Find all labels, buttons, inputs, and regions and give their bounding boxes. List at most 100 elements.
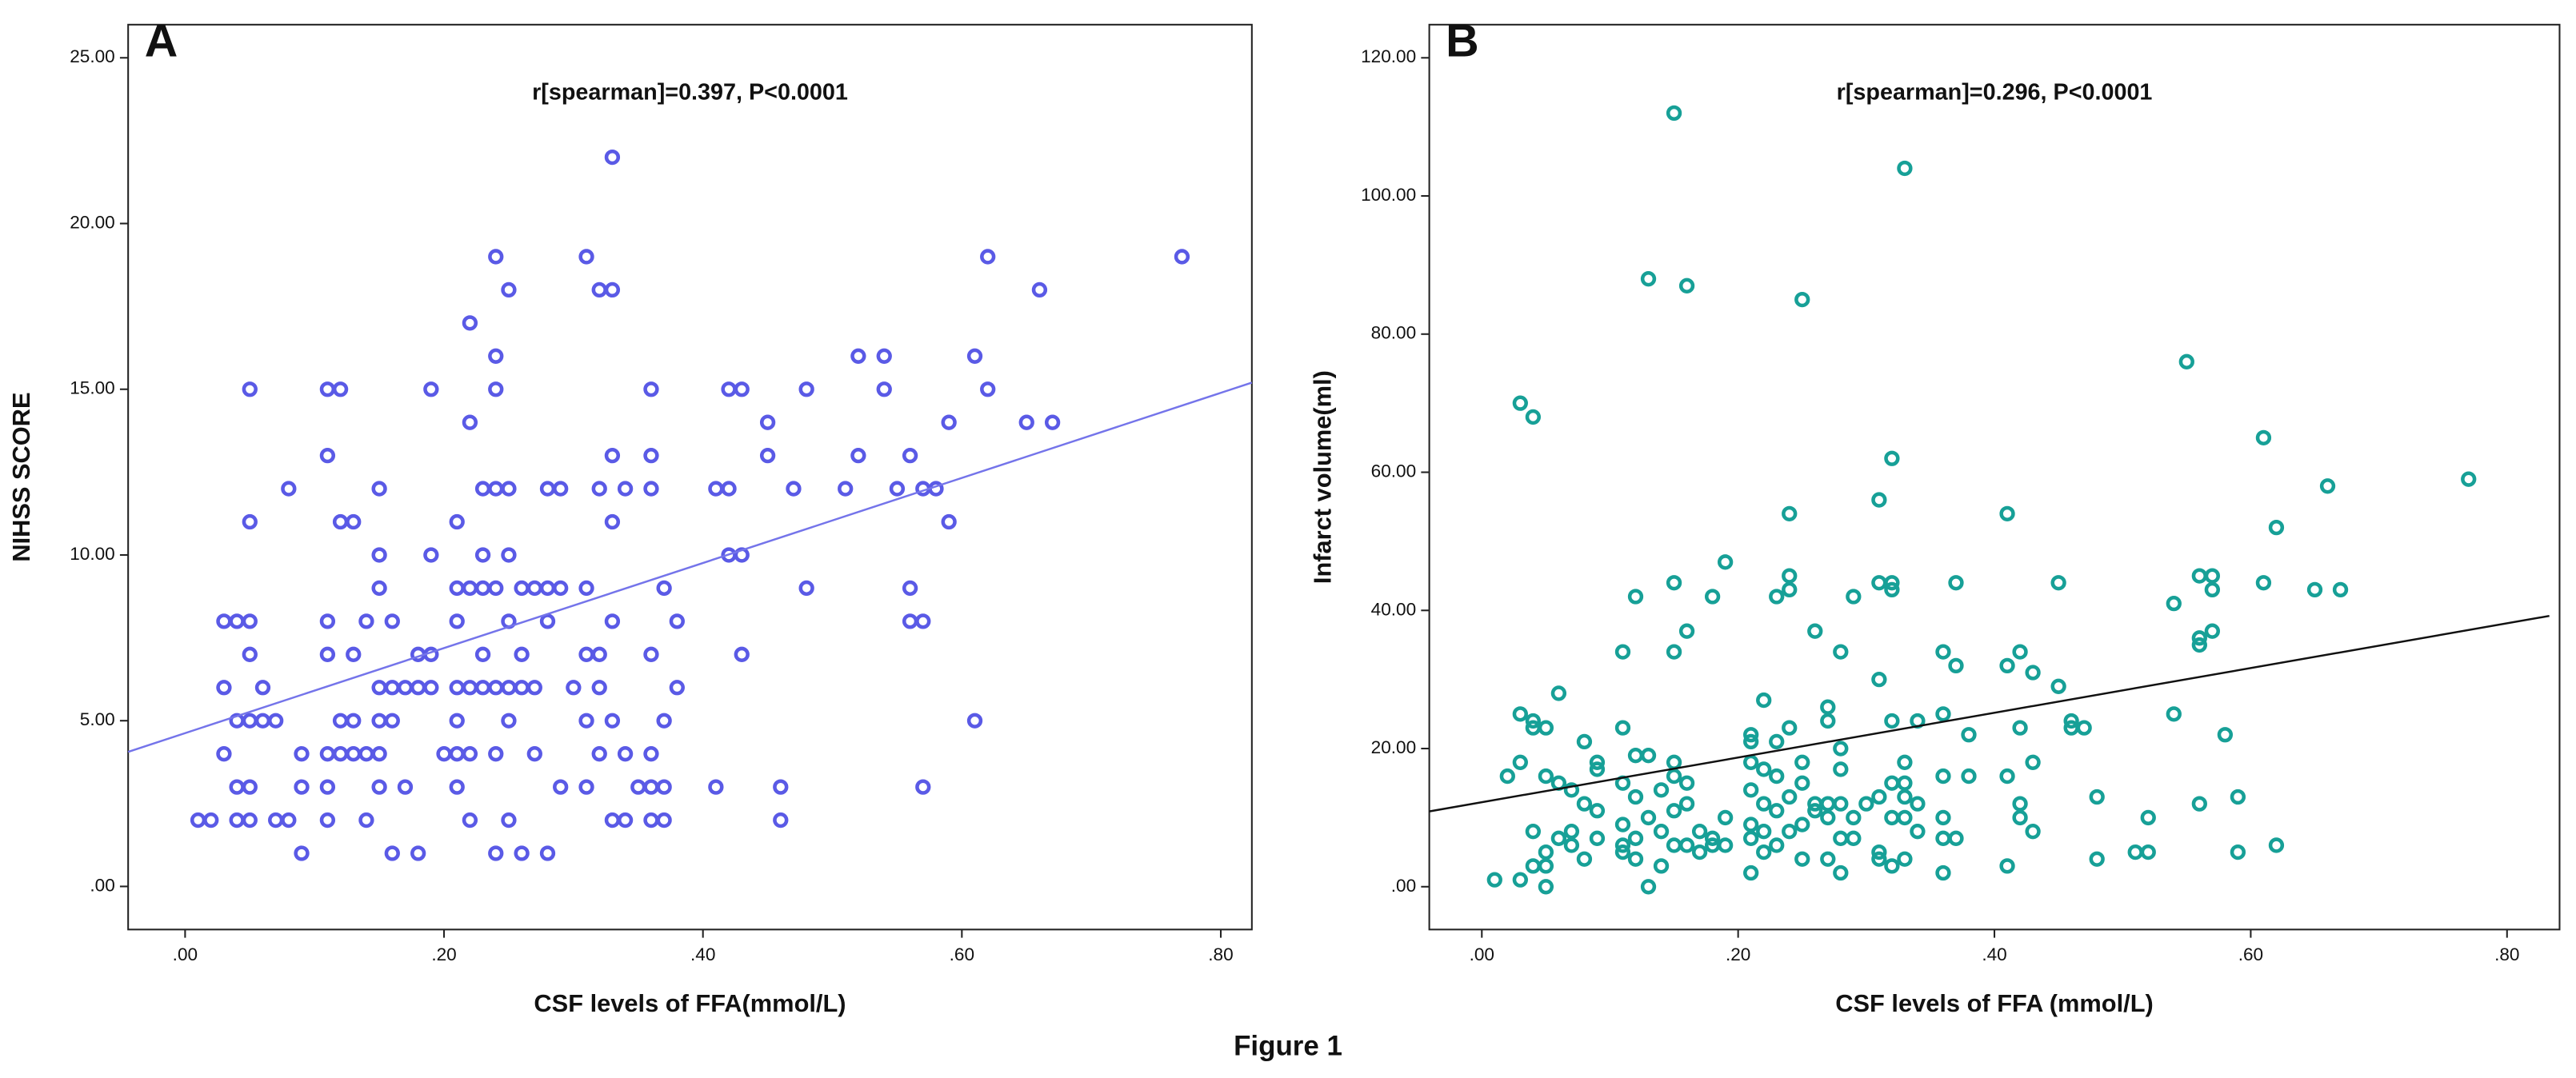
- point: [254, 713, 271, 729]
- point: [2025, 824, 2041, 840]
- point: [1538, 768, 1554, 785]
- point: [319, 613, 336, 629]
- point: [2025, 665, 2041, 681]
- point: [462, 746, 478, 762]
- y-tick-label: 60.00: [1371, 461, 1417, 481]
- point: [1691, 824, 1708, 840]
- point: [229, 779, 245, 795]
- point: [1769, 733, 1785, 750]
- point: [1910, 824, 1926, 840]
- point: [1820, 796, 1836, 812]
- plot-frame: [1428, 23, 2561, 931]
- point: [1999, 505, 2015, 522]
- point: [1627, 789, 1644, 805]
- point: [1627, 830, 1644, 846]
- point: [1627, 748, 1644, 764]
- point: [1666, 105, 1682, 122]
- point: [798, 580, 814, 597]
- point: [2461, 471, 2477, 487]
- point: [371, 547, 387, 563]
- point: [734, 547, 750, 563]
- x-tick-label: .80: [2494, 944, 2519, 964]
- point: [1961, 768, 1977, 785]
- point: [514, 845, 530, 861]
- point: [488, 845, 504, 861]
- point: [229, 613, 245, 629]
- point: [604, 447, 621, 464]
- point: [1820, 713, 1836, 729]
- point: [1884, 581, 1900, 598]
- point: [423, 547, 439, 563]
- point: [1666, 644, 1682, 660]
- y-tick-label: 15.00: [70, 378, 115, 398]
- y-tick-label: 20.00: [70, 212, 115, 232]
- point: [474, 547, 491, 563]
- point: [1935, 706, 1951, 722]
- point: [1563, 782, 1580, 798]
- point: [1858, 796, 1874, 812]
- point: [1717, 837, 1734, 853]
- point: [539, 481, 556, 497]
- point: [1871, 851, 1887, 867]
- point: [578, 713, 594, 729]
- point: [397, 680, 414, 696]
- point: [915, 779, 931, 795]
- point: [1174, 249, 1190, 265]
- point: [2255, 429, 2272, 445]
- point: [474, 580, 491, 597]
- point: [371, 713, 387, 729]
- point: [604, 281, 621, 298]
- point: [1538, 879, 1554, 895]
- point: [1884, 858, 1900, 874]
- point: [384, 680, 400, 696]
- point: [1935, 644, 1951, 660]
- point: [1678, 775, 1695, 791]
- point: [2217, 727, 2234, 743]
- point: [384, 845, 400, 861]
- point: [2012, 644, 2028, 660]
- point: [1614, 720, 1631, 736]
- point: [902, 580, 918, 597]
- point: [2012, 809, 2028, 826]
- point: [242, 779, 258, 795]
- point: [1653, 858, 1670, 874]
- point: [1576, 796, 1593, 812]
- point: [643, 447, 659, 464]
- point: [669, 613, 685, 629]
- point: [2089, 789, 2105, 805]
- y-axis-label: NIHSS SCORE: [7, 392, 35, 561]
- point: [1782, 824, 1798, 840]
- point: [2140, 809, 2156, 826]
- point: [604, 713, 621, 729]
- point: [1794, 754, 1810, 770]
- point: [423, 680, 439, 696]
- point: [319, 447, 336, 464]
- point: [1666, 575, 1682, 591]
- point: [617, 746, 634, 762]
- x-tick-label: .60: [2238, 944, 2263, 964]
- point: [630, 779, 646, 795]
- point: [1948, 575, 1964, 591]
- point: [1897, 809, 1913, 826]
- point: [1833, 830, 1849, 846]
- point: [553, 779, 569, 795]
- point: [1525, 409, 1542, 425]
- point: [591, 680, 607, 696]
- point: [721, 481, 737, 497]
- point: [514, 680, 530, 696]
- point: [1589, 830, 1606, 846]
- point: [346, 746, 362, 762]
- point: [358, 746, 374, 762]
- point: [1589, 761, 1606, 777]
- point: [1782, 568, 1798, 584]
- point: [488, 348, 504, 364]
- point: [2089, 851, 2105, 867]
- point: [2191, 637, 2207, 653]
- point: [941, 414, 957, 430]
- point: [358, 812, 374, 828]
- point: [1756, 692, 1772, 709]
- point: [1794, 291, 1810, 308]
- point: [410, 845, 426, 861]
- point: [617, 812, 634, 828]
- point: [1961, 727, 1977, 743]
